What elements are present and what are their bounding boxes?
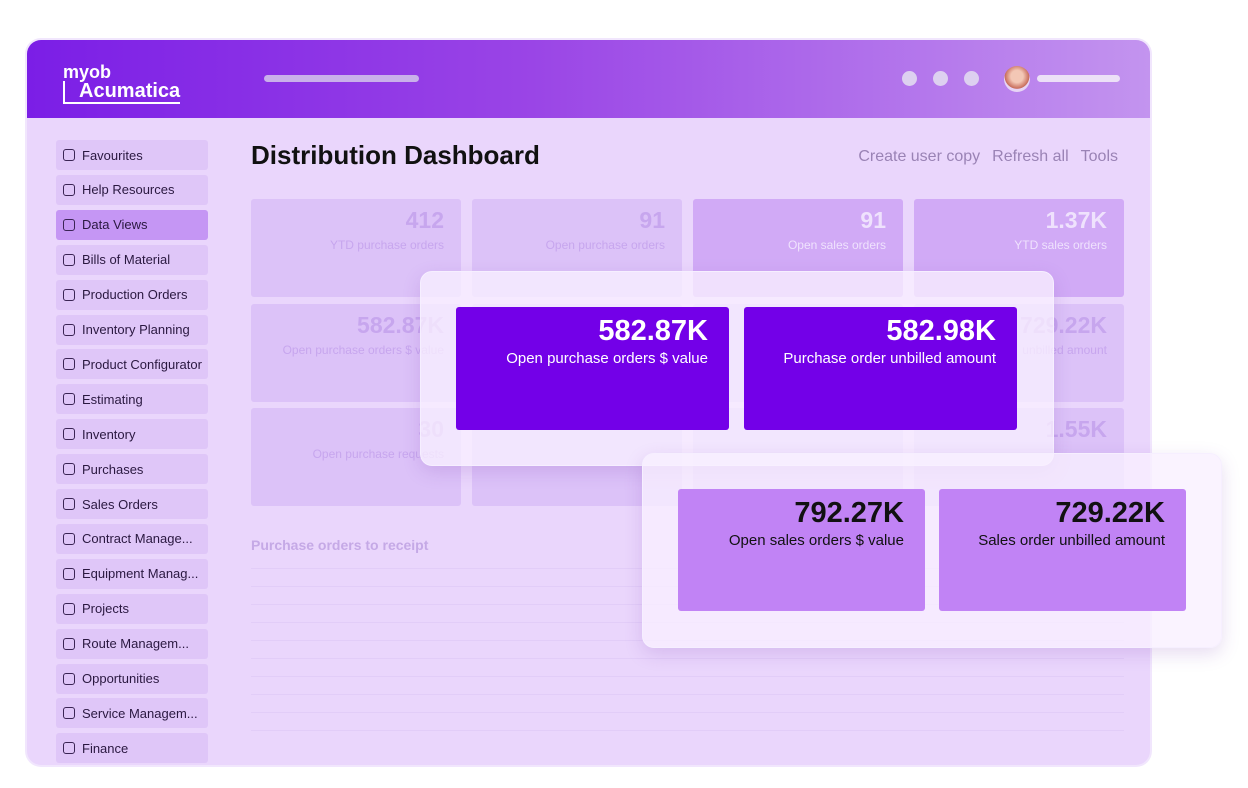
kpi-label: Open purchase requests: [312, 447, 444, 461]
toolbar: Create user copy Refresh all Tools: [858, 148, 1118, 166]
table-row-line: [251, 694, 1124, 695]
table-row-line: [251, 658, 1124, 659]
sidebar-item[interactable]: Data Views: [56, 209, 208, 240]
kpi-value: 729.22K: [1055, 497, 1165, 529]
kpi-label: Open purchase orders: [545, 238, 665, 252]
table-row-line: [251, 730, 1124, 731]
sidebar-item[interactable]: Purchases: [56, 454, 208, 485]
kpi-card[interactable]: 729.22K Sales order unbilled amount: [939, 489, 1186, 611]
sidebar-item[interactable]: Help Resources: [56, 174, 208, 205]
logo[interactable]: myob Acumatica: [63, 62, 181, 104]
sidebar-item[interactable]: Route Managem...: [56, 628, 208, 659]
sidebar-item[interactable]: Service Managem...: [56, 698, 208, 729]
sidebar-item[interactable]: Opportunities: [56, 663, 208, 694]
kpi-value: 91: [860, 207, 886, 233]
section-title: Purchase orders to receipt: [251, 537, 429, 553]
table-row-line: [251, 712, 1124, 713]
toolbar-button[interactable]: Create user copy: [858, 148, 981, 165]
icon-button[interactable]: [964, 71, 979, 86]
kpi-value: 582.87K: [598, 315, 708, 347]
kpi-label: YTD purchase orders: [329, 238, 444, 252]
user-name-placeholder: [1037, 75, 1120, 82]
icon-button[interactable]: [902, 71, 917, 86]
sidebar-item[interactable]: Favourites: [56, 140, 208, 170]
kpi-label: Open sales orders: [787, 238, 886, 252]
kpi-label: YTD sales orders: [1014, 238, 1107, 252]
kpi-label: Open purchase orders $ value: [506, 350, 708, 367]
overlay-panel: 792.27K Open sales orders $ value 729.22K S…: [642, 453, 1222, 648]
sidebar-item[interactable]: Bills of Material: [56, 244, 208, 275]
page-title: Distribution Dashboard: [251, 140, 540, 170]
top-bar: myob Acumatica: [27, 40, 1150, 118]
sidebar-item[interactable]: Product Configurator: [56, 349, 208, 380]
kpi-value: 1.55K: [1045, 416, 1107, 442]
sidebar-item[interactable]: Production Orders: [56, 279, 208, 310]
kpi-value: 1.37K: [1045, 207, 1107, 233]
sidebar-item[interactable]: Inventory Planning: [56, 314, 208, 345]
kpi-label: Sales order unbilled amount: [978, 532, 1165, 549]
icon-button[interactable]: [933, 71, 948, 86]
kpi-value: 792.27K: [794, 497, 904, 529]
logo-line: Acumatica: [63, 81, 181, 104]
sidebar-item[interactable]: Equipment Manag...: [56, 558, 208, 589]
kpi-label: Open purchase orders $ value: [282, 342, 444, 357]
sidebar-item[interactable]: Inventory: [56, 419, 208, 450]
sidebar-item[interactable]: Projects: [56, 593, 208, 624]
kpi-value: 412: [405, 207, 444, 233]
kpi-label: Purchase order unbilled amount: [783, 350, 996, 367]
sidebar-item[interactable]: Contract Manage...: [56, 523, 208, 554]
avatar[interactable]: [1004, 66, 1030, 92]
table-row-line: [251, 676, 1124, 677]
sidebar-item[interactable]: Estimating: [56, 384, 208, 415]
kpi-card[interactable]: 792.27K Open sales orders $ value: [678, 489, 925, 611]
toolbar-button[interactable]: Refresh all: [992, 148, 1069, 165]
kpi-value: 30: [268, 416, 444, 443]
kpi-value: 582.87K: [357, 311, 444, 338]
kpi-card[interactable]: 582.87K Open purchase orders $ value: [456, 307, 729, 430]
overlay-panel: 582.87K Open purchase orders $ value 582.9…: [420, 271, 1054, 466]
search-placeholder[interactable]: [264, 75, 419, 82]
sidebar-item[interactable]: Sales Orders: [56, 489, 208, 519]
sidebar-item[interactable]: Finance: [56, 733, 208, 764]
kpi-value: 582.98K: [886, 315, 996, 347]
toolbar-button[interactable]: Tools: [1080, 148, 1118, 165]
kpi-card[interactable]: 582.98K Purchase order unbilled amount: [744, 307, 1017, 430]
logo-line: myob: [63, 62, 112, 82]
kpi-value: 91: [639, 207, 665, 233]
kpi-label: Open sales orders $ value: [728, 532, 904, 549]
